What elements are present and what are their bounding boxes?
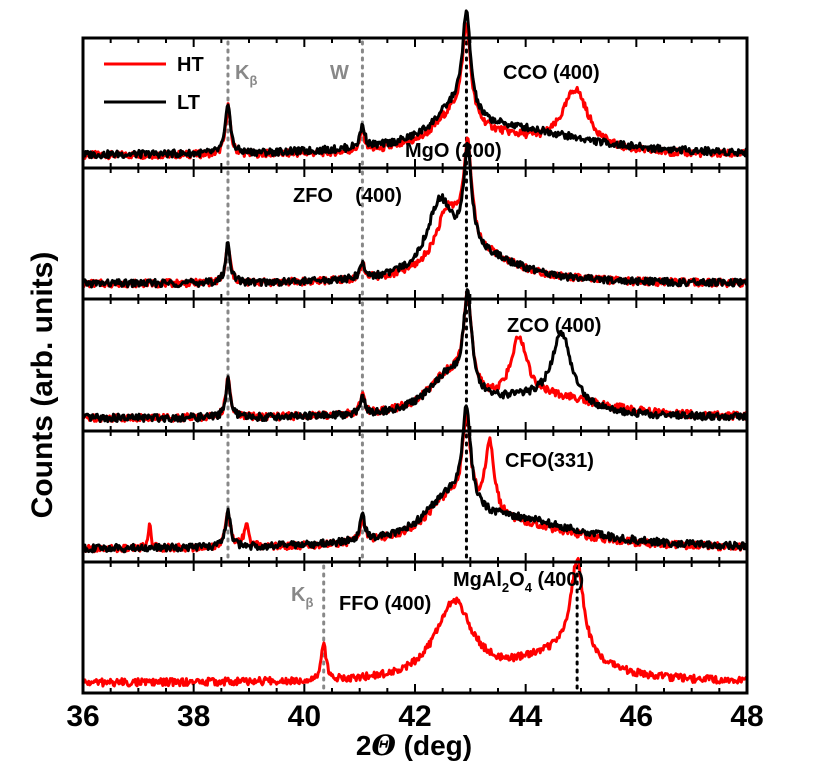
y-axis-label: Counts (arb. units)	[26, 252, 59, 519]
series-lt-panel-2	[82, 141, 748, 289]
x-axis-label-2: 2	[356, 730, 372, 761]
series-lt-panel-1	[81, 9, 749, 160]
series-ht-panel-5	[81, 557, 749, 688]
legend-ht-label: HT	[177, 54, 204, 76]
x-tick-label: 36	[66, 700, 99, 733]
panel-label-ffo: FFO (400)	[339, 593, 431, 615]
ref-label-w: W	[330, 62, 349, 84]
x-tick-label: 46	[620, 700, 653, 733]
legend-lt-label: LT	[177, 92, 200, 114]
panel-label-zfo: ZFO (400)	[293, 185, 402, 207]
panel-label-cfo: CFO(331)	[505, 450, 594, 472]
x-axis-label: 2Θ (deg)	[356, 729, 472, 762]
kbeta-sub-bottom: β	[305, 595, 313, 610]
panel-label-cco: CCO (400)	[503, 62, 600, 84]
ref-label-kbeta-bottom: Kβ	[291, 584, 313, 610]
x-tick-label: 42	[398, 700, 431, 733]
x-axis-label-theta: Θ	[371, 729, 396, 762]
x-tick-label: 48	[730, 700, 763, 733]
x-tick-label: 44	[509, 700, 543, 733]
x-tick-labels: 36 38 40 42 44 46 48	[66, 700, 763, 733]
panel-3	[81, 288, 749, 433]
panels-layer	[81, 9, 749, 695]
series-lt-panel-3	[82, 288, 749, 424]
kbeta-k: K	[235, 62, 250, 84]
panel-5	[81, 557, 749, 695]
ref-label-mgo: MgO (200)	[405, 140, 502, 162]
ref-label-kbeta-top: Kβ	[235, 62, 257, 88]
kbeta-sub: β	[249, 73, 257, 88]
series-lt-panel-4	[82, 404, 749, 554]
x-tick-label: 38	[177, 700, 210, 733]
x-axis-label-unit: (deg)	[396, 730, 472, 761]
x-tick-label: 40	[288, 700, 321, 733]
legend: HT LT	[104, 54, 204, 114]
panel-label-zco: ZCO (400)	[507, 315, 601, 337]
kbeta-k-bottom: K	[291, 584, 306, 606]
ref-label-mgal2o4: MgAl2O4 (400)	[453, 569, 584, 595]
